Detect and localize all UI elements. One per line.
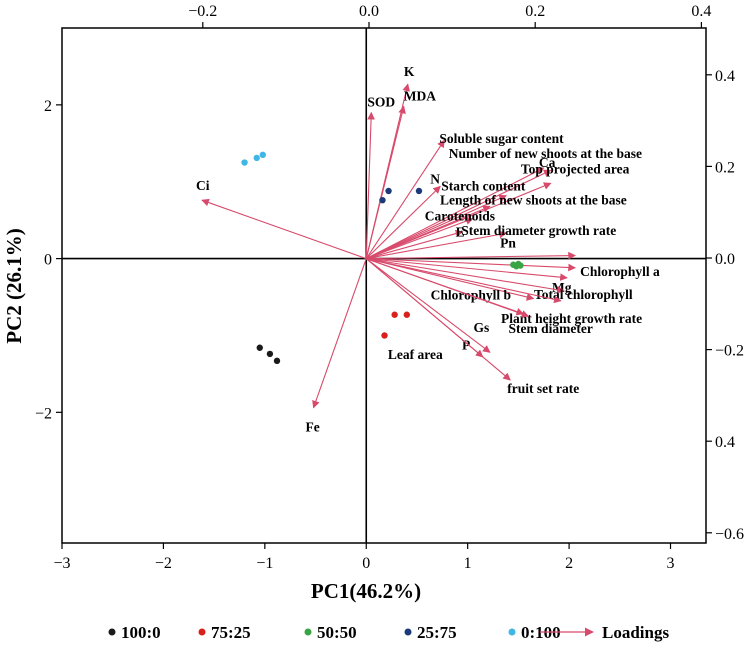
loading-arrow — [365, 258, 491, 353]
x-tick-label: 0 — [362, 555, 370, 572]
legend-label: 25:75 — [417, 623, 457, 642]
loading-arrow — [366, 258, 576, 272]
top-tick-label: 0.4 — [691, 3, 711, 20]
loading-label: Starch content — [441, 179, 526, 194]
loading-label: fruit set rate — [507, 381, 579, 396]
loading-label: Ci — [196, 178, 210, 193]
score-point — [259, 151, 267, 159]
loading-label: Gs — [473, 320, 489, 335]
loading-arrow — [365, 258, 511, 381]
score-point — [403, 311, 411, 318]
loading-label: Top projected area — [521, 161, 630, 176]
loading-label: Pn — [500, 236, 516, 251]
legend-label: 100:0 — [121, 623, 161, 642]
x-axis-title: PC1(46.2%) — [311, 579, 421, 603]
y-axis-title: PC2 (26.1%) — [2, 228, 26, 343]
right-tick-label: 0.0 — [715, 251, 735, 268]
legend-marker — [508, 628, 516, 636]
loading-label: Number of new shoots at the base — [449, 146, 642, 161]
ticks-group: −3 −2 −1 0 1 2 3 −2 0 2 −0.2 0.0 0.2 0.4 0.4 0.2 0.0 −0.2… — [35, 3, 744, 572]
loading-arrow — [365, 185, 441, 259]
right-tick-label: −0.2 — [715, 343, 744, 360]
loading-arrow — [365, 139, 445, 259]
loading-arrow — [366, 229, 464, 260]
loading-arrow — [312, 258, 367, 409]
right-tick-label: −0.6 — [715, 526, 744, 543]
loading-label: MDA — [404, 88, 436, 103]
plot-frame — [61, 27, 707, 544]
loading-label: SOD — [367, 95, 395, 110]
loading-label: E — [456, 225, 465, 240]
legend-marker — [108, 628, 116, 636]
score-point — [415, 187, 423, 195]
score-point — [241, 159, 248, 166]
loading-label: N — [430, 171, 440, 186]
loading-arrow — [365, 111, 375, 259]
loading-arrow — [366, 251, 576, 260]
loading-label: Total chlorophyll — [534, 287, 633, 302]
legend-marker — [404, 628, 412, 636]
legend-label: 75:25 — [211, 623, 251, 642]
loading-arrow — [366, 230, 507, 260]
loading-arrow — [366, 217, 474, 260]
loading-label: Length of new shoots at the base — [440, 192, 627, 207]
loading-arrow — [365, 105, 406, 259]
loading-label: Soluble sugar content — [439, 131, 564, 146]
score-point — [385, 187, 392, 195]
right-tick-label: 0.4 — [715, 68, 735, 85]
score-point — [381, 332, 388, 339]
score-point — [256, 344, 263, 351]
loading-label: K — [404, 64, 415, 79]
score-point — [253, 154, 260, 162]
x-tick-label: 1 — [464, 555, 472, 572]
score-points-group — [241, 151, 524, 365]
top-tick-label: 0.2 — [525, 3, 545, 20]
loading-arrow — [366, 258, 530, 318]
legend-loadings-label: Loadings — [602, 623, 669, 642]
loading-arrow — [366, 167, 545, 260]
loading-arrow — [366, 205, 491, 260]
loading-arrow — [366, 258, 565, 294]
loading-label: Fe — [306, 420, 320, 435]
loading-label: P — [462, 337, 470, 352]
x-tick-label: −2 — [155, 555, 172, 572]
loading-label: Leaf area — [388, 347, 443, 362]
x-tick-label: 2 — [565, 555, 573, 572]
x-tick-label: −3 — [53, 555, 70, 572]
score-point — [266, 350, 274, 358]
loading-label: Stem diameter growth rate — [461, 223, 616, 238]
top-tick-label: −0.2 — [188, 3, 217, 20]
loading-arrow — [366, 258, 562, 304]
score-point — [391, 311, 398, 318]
legend-marker — [198, 628, 206, 636]
y-tick-label: −2 — [35, 405, 52, 422]
legend: 100:0 75:25 50:50 25:75 0:100 Loadings — [108, 623, 669, 642]
y-tick-label: 2 — [44, 98, 52, 115]
x-tick-label: 3 — [667, 555, 675, 572]
score-point — [379, 196, 386, 204]
top-tick-label: 0.0 — [359, 3, 379, 20]
loading-arrow — [366, 258, 568, 281]
loading-arrow — [366, 258, 535, 301]
loading-label: Stem diameter — [509, 321, 593, 336]
loading-label: Chlorophyll a — [580, 264, 660, 279]
loading-label: Plant height growth rate — [501, 311, 642, 326]
loading-arrow — [366, 169, 552, 260]
y-tick-label: 0 — [44, 252, 52, 269]
right-tick-label: 0.2 — [715, 159, 735, 176]
legend-marker — [304, 628, 312, 636]
loading-arrow — [201, 198, 367, 260]
x-tick-label: −1 — [256, 555, 273, 572]
score-point — [517, 262, 524, 269]
right-tick-label: 0.4 — [715, 434, 735, 451]
score-point — [273, 357, 281, 365]
legend-label: 50:50 — [317, 623, 357, 642]
loading-label: Carotenoids — [425, 209, 495, 224]
loading-label: Ca — [539, 155, 556, 170]
